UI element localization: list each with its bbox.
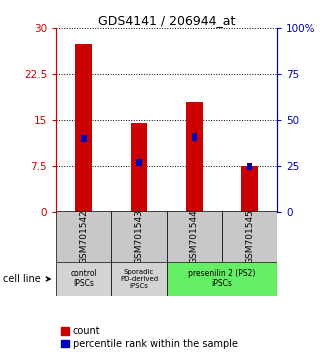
Bar (186, 102, 203, 212)
Text: Sporadic
PD-derived
iPSCs: Sporadic PD-derived iPSCs (120, 269, 158, 289)
Text: control
IPSCs: control IPSCs (70, 269, 97, 289)
Bar (131, 124, 147, 212)
Bar (112, 211, 167, 262)
Bar (76, 44, 92, 212)
Text: GSM701543: GSM701543 (135, 209, 144, 264)
Bar (112, 262, 167, 296)
Bar (56, 262, 112, 296)
Bar (167, 262, 277, 296)
Bar (81, 135, 86, 142)
Legend: count, percentile rank within the sample: count, percentile rank within the sample (61, 326, 238, 349)
Bar (241, 166, 258, 212)
Text: GSM701545: GSM701545 (245, 209, 254, 264)
Text: presenilin 2 (PS2)
iPSCs: presenilin 2 (PS2) iPSCs (188, 269, 256, 289)
Text: GSM701542: GSM701542 (79, 209, 88, 264)
Bar (222, 211, 277, 262)
Title: GDS4141 / 206944_at: GDS4141 / 206944_at (98, 14, 235, 27)
Bar (191, 133, 197, 141)
Text: GSM701544: GSM701544 (190, 209, 199, 264)
Text: cell line: cell line (3, 274, 41, 284)
Bar (136, 159, 142, 166)
Bar (247, 163, 252, 170)
Bar (167, 211, 222, 262)
Bar (56, 211, 112, 262)
